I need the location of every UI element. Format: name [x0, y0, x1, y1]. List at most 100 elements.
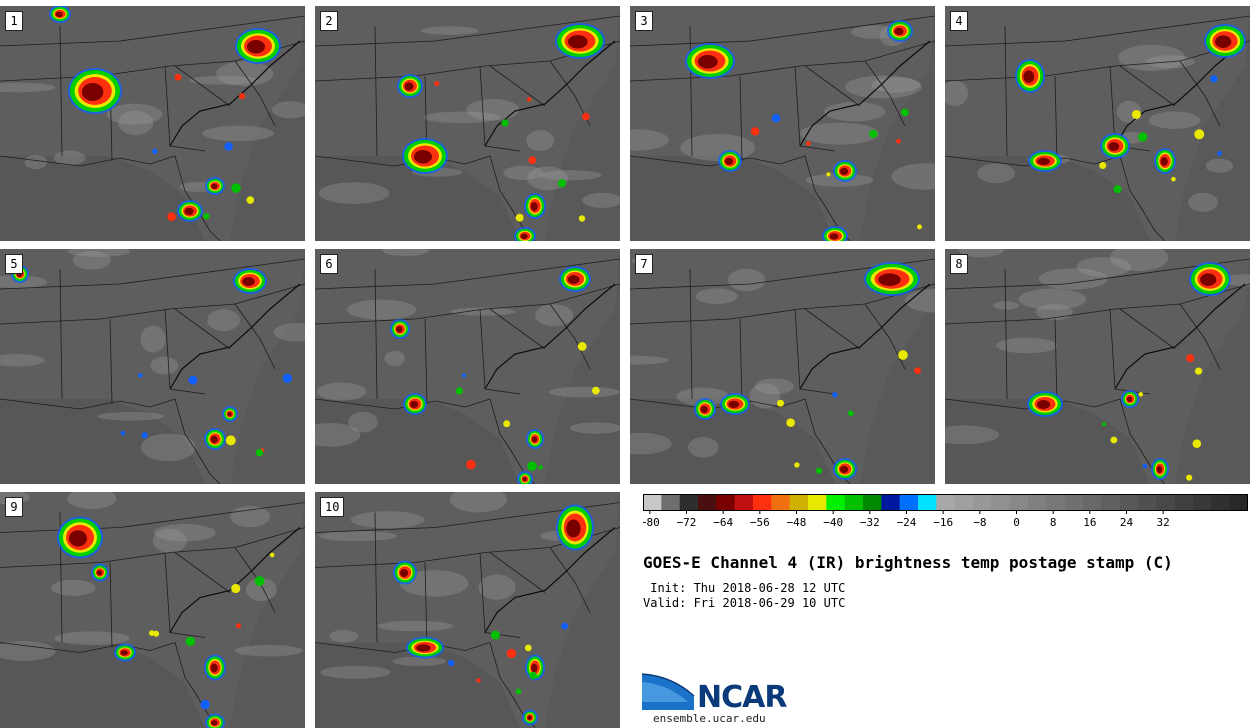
small-cell: [869, 129, 878, 139]
colorbar-tick-label: −16: [933, 516, 953, 529]
cloud-wisp: [140, 433, 196, 462]
small-cell: [786, 418, 795, 428]
state-line: [315, 641, 536, 728]
cloud-wisp: [1018, 288, 1087, 310]
storm-cell-core: [416, 644, 431, 652]
cloud-wisp: [945, 80, 969, 107]
state-line: [0, 258, 305, 290]
state-line: [945, 283, 1250, 325]
cloud-wisp: [630, 432, 672, 455]
ncar-logo-icon: [642, 673, 695, 710]
panel-label: 2: [320, 11, 338, 31]
atlantic-area: [1175, 6, 1250, 241]
small-cell: [538, 465, 543, 470]
small-cell: [167, 212, 176, 221]
cloud-wisp: [350, 511, 425, 529]
cloud-wisp: [466, 99, 520, 121]
cloud-wisp: [0, 641, 56, 661]
small-cell: [1192, 439, 1202, 448]
state-line: [630, 155, 851, 241]
state-line: [424, 562, 428, 648]
small-cell: [1113, 185, 1122, 194]
state-line: [804, 65, 861, 107]
cloud-wisp: [548, 386, 620, 398]
storm-cell-core: [728, 400, 740, 408]
cloud-wisp: [993, 301, 1019, 310]
colorbar-swatch: [1156, 495, 1175, 510]
colorbar-swatch: [1174, 495, 1194, 510]
small-cell: [527, 461, 537, 471]
small-cell: [1217, 151, 1222, 156]
cloud-wisp: [824, 102, 886, 122]
cloud-wisp: [539, 170, 602, 181]
colorbar-tick-label: −56: [750, 516, 770, 529]
atlantic-area: [545, 492, 620, 728]
storm-cell-core: [567, 275, 580, 284]
small-cell: [466, 459, 476, 470]
coastline: [484, 283, 616, 390]
small-cell: [750, 127, 760, 136]
cloud-wisp: [189, 75, 260, 85]
colorbar-tick-label: −72: [677, 516, 697, 529]
colorbar-swatch: [881, 495, 900, 510]
state-line: [1054, 318, 1058, 405]
state-line: [945, 155, 1166, 241]
panel-label: 10: [320, 497, 345, 517]
cloud-wisp: [478, 574, 516, 600]
state-line: [315, 502, 620, 533]
storm-cell-core: [894, 27, 904, 35]
storm-cell-core: [81, 83, 104, 101]
cloud-wisp: [382, 249, 429, 256]
small-cell: [1142, 463, 1148, 469]
map-image: [0, 249, 305, 484]
state-line: [1179, 60, 1221, 127]
map-panel-5: 5: [0, 249, 305, 484]
map-image: [630, 249, 935, 484]
small-cell: [200, 699, 210, 710]
small-cell: [524, 644, 532, 652]
panel-label: 9: [5, 497, 23, 517]
state-line: [945, 258, 1250, 290]
small-cell: [917, 224, 922, 230]
cloud-wisp: [117, 110, 154, 135]
small-cell: [506, 648, 517, 659]
state-line: [689, 25, 693, 157]
atlantic-area: [860, 249, 935, 484]
small-cell: [582, 112, 590, 121]
gulf-area: [945, 399, 1150, 484]
colorbar-swatch: [698, 495, 717, 510]
small-cell: [120, 430, 126, 436]
cloud-wisp: [318, 530, 397, 542]
state-line: [0, 283, 305, 325]
state-line: [630, 40, 935, 82]
state-line: [549, 303, 591, 370]
storm-cell-core: [840, 465, 849, 473]
state-line: [59, 25, 63, 157]
cloud-wisp: [687, 437, 719, 458]
storm-cell-core: [531, 663, 538, 673]
map-panel-8: 8: [945, 249, 1250, 484]
state-line: [0, 398, 221, 484]
map-panel-2: 2: [315, 6, 620, 241]
storm-cell-core: [69, 530, 87, 547]
state-line: [424, 318, 428, 405]
cloud-wisp: [630, 129, 669, 151]
cloud-wisp: [97, 412, 165, 421]
cloud-wisp: [315, 423, 361, 447]
atlantic-area: [230, 492, 305, 728]
small-cell: [152, 148, 158, 154]
storm-cell-core: [531, 436, 538, 443]
small-cell: [231, 583, 241, 594]
cloud-wisp: [0, 354, 45, 367]
cloud-wisp: [271, 101, 305, 119]
state-line: [315, 15, 620, 47]
small-cell: [238, 93, 246, 100]
cloud-wisp: [957, 249, 1005, 258]
map-panel-1: 1: [0, 6, 305, 241]
small-cell: [138, 373, 143, 378]
cloud-wisp: [754, 378, 794, 395]
state-line: [804, 308, 861, 350]
coastline: [1114, 283, 1246, 390]
small-cell: [896, 138, 901, 144]
map-image: [315, 492, 620, 728]
